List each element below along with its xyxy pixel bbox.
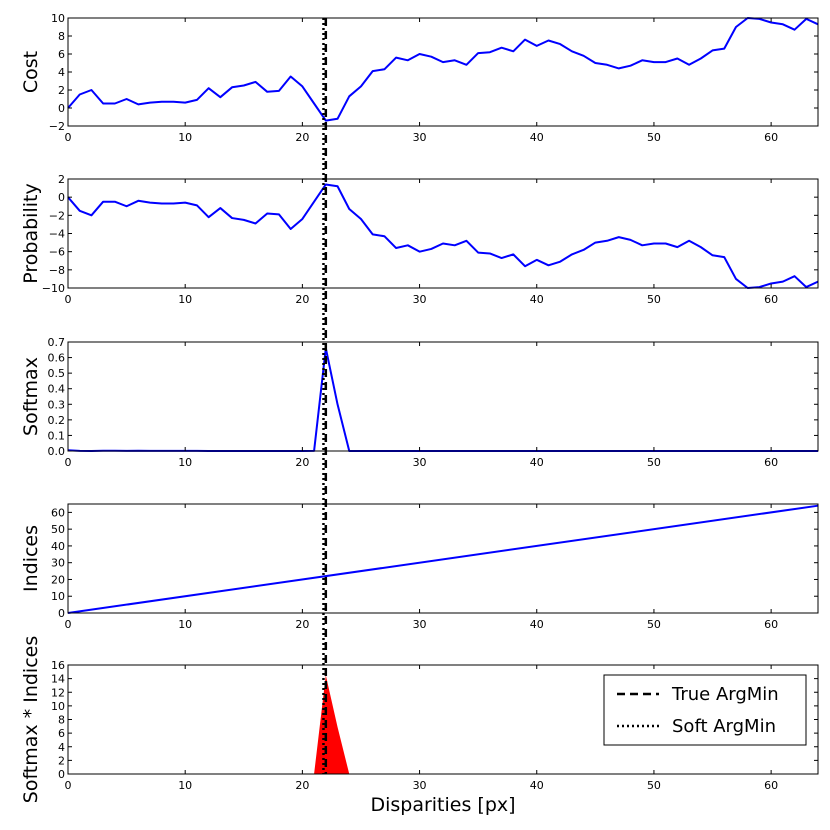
y-axis-label: Probability bbox=[20, 183, 42, 283]
x-tick-label: 0 bbox=[65, 779, 72, 792]
subplot-3: 0 10 20 30 40 50 60 0.0 0.1 0.2 0.3 0.4 0.5 0.6 0.7 Sof… bbox=[20, 336, 819, 469]
y-tick-label: −4 bbox=[49, 228, 65, 241]
legend-box bbox=[603, 674, 807, 746]
x-tick-label: 0 bbox=[65, 456, 72, 469]
x-tick-label: 40 bbox=[530, 779, 544, 792]
x-tick-label: 50 bbox=[647, 618, 661, 631]
y-tick-label: −2 bbox=[49, 120, 65, 133]
y-tick-label: −8 bbox=[49, 264, 65, 277]
x-tick-label: 40 bbox=[530, 293, 544, 306]
x-tick-label: 10 bbox=[178, 293, 192, 306]
y-tick-label: 6 bbox=[58, 727, 65, 740]
y-tick-label: 16 bbox=[51, 659, 65, 672]
y-tick-label: 60 bbox=[51, 506, 65, 519]
y-tick-label: 4 bbox=[58, 66, 65, 79]
x-tick-label: 40 bbox=[530, 131, 544, 144]
legend-entry-label: Soft ArgMin bbox=[672, 716, 776, 737]
x-tick-label: 40 bbox=[530, 456, 544, 469]
y-tick-label: 0 bbox=[58, 191, 65, 204]
y-axis-label: Softmax bbox=[20, 357, 42, 436]
y-tick-label: 8 bbox=[58, 714, 65, 727]
y-axis-label: Softmax * Indices bbox=[20, 636, 42, 803]
y-tick-label: 10 bbox=[51, 700, 65, 713]
line-series bbox=[67, 183, 819, 289]
x-tick-label: 30 bbox=[413, 456, 427, 469]
line-series bbox=[67, 17, 819, 122]
y-tick-label: 0.2 bbox=[48, 414, 66, 427]
argmin-markers bbox=[322, 18, 328, 774]
x-tick-label: 50 bbox=[647, 131, 661, 144]
axes-frame bbox=[67, 341, 819, 452]
y-tick-label: 30 bbox=[51, 557, 65, 570]
y-tick-label: 0.4 bbox=[48, 383, 66, 396]
y-tick-label: 0.3 bbox=[48, 398, 66, 411]
x-tick-label: 20 bbox=[295, 618, 309, 631]
y-axis-label: Indices bbox=[20, 525, 42, 592]
x-tick-label: 60 bbox=[764, 293, 778, 306]
x-tick-label: 60 bbox=[764, 131, 778, 144]
axes-frame bbox=[67, 17, 819, 127]
x-tick-label: 50 bbox=[647, 293, 661, 306]
x-tick-label: 60 bbox=[764, 779, 778, 792]
axes-frame bbox=[67, 178, 819, 289]
x-tick-label: 10 bbox=[178, 456, 192, 469]
y-tick-label: −6 bbox=[49, 246, 65, 259]
x-tick-label: 0 bbox=[65, 618, 72, 631]
x-tick-label: 10 bbox=[178, 131, 192, 144]
y-tick-label: 20 bbox=[51, 573, 65, 586]
y-tick-label: 0.7 bbox=[48, 336, 66, 349]
y-tick-label: −10 bbox=[42, 282, 65, 295]
y-tick-label: 2 bbox=[58, 84, 65, 97]
y-tick-label: 0 bbox=[58, 768, 65, 781]
x-tick-label: 60 bbox=[764, 618, 778, 631]
y-tick-label: 10 bbox=[51, 12, 65, 25]
y-tick-label: 10 bbox=[51, 590, 65, 603]
y-tick-label: 14 bbox=[51, 673, 65, 686]
legend: True ArgMin Soft ArgMin bbox=[603, 674, 807, 746]
x-tick-label: 30 bbox=[413, 779, 427, 792]
axes-frame bbox=[67, 503, 819, 614]
y-tick-label: 2 bbox=[58, 173, 65, 186]
x-tick-label: 20 bbox=[295, 456, 309, 469]
x-tick-label: 10 bbox=[178, 779, 192, 792]
legend-entry-label: True ArgMin bbox=[671, 684, 779, 705]
y-tick-label: 4 bbox=[58, 741, 65, 754]
y-tick-label: 0.5 bbox=[48, 367, 66, 380]
y-tick-label: 0 bbox=[58, 102, 65, 115]
y-tick-label: 0.0 bbox=[48, 445, 66, 458]
x-tick-label: 50 bbox=[647, 779, 661, 792]
x-tick-label: 60 bbox=[764, 456, 778, 469]
y-tick-label: 50 bbox=[51, 523, 65, 536]
x-tick-label: 20 bbox=[295, 293, 309, 306]
y-tick-label: 12 bbox=[51, 686, 65, 699]
y-tick-label: 8 bbox=[58, 30, 65, 43]
x-axis-label: Disparities [px] bbox=[370, 794, 515, 816]
x-tick-label: 30 bbox=[413, 618, 427, 631]
x-tick-label: 0 bbox=[65, 131, 72, 144]
x-tick-label: 30 bbox=[413, 293, 427, 306]
y-tick-label: 0.6 bbox=[48, 352, 66, 365]
y-tick-label: −2 bbox=[49, 209, 65, 222]
y-axis-label: Cost bbox=[20, 51, 42, 93]
y-tick-label: 0.1 bbox=[48, 429, 66, 442]
subplot-4: 0 10 20 30 40 50 60 0 10 20 30 40 50 60 Indices bbox=[20, 503, 819, 631]
y-tick-label: 0 bbox=[58, 607, 65, 620]
line-series bbox=[67, 504, 819, 614]
x-tick-label: 30 bbox=[413, 131, 427, 144]
x-tick-label: 0 bbox=[65, 293, 72, 306]
y-tick-label: 40 bbox=[51, 540, 65, 553]
y-tick-label: 6 bbox=[58, 48, 65, 61]
y-tick-label: 2 bbox=[58, 754, 65, 767]
x-tick-label: 20 bbox=[295, 131, 309, 144]
subplot-2: 0 10 20 30 40 50 60 −10 −8 −6 −4 −2 0 2 Probability bbox=[20, 173, 819, 306]
line-series bbox=[67, 347, 818, 452]
x-tick-label: 50 bbox=[647, 456, 661, 469]
x-tick-label: 40 bbox=[530, 618, 544, 631]
x-tick-label: 10 bbox=[178, 618, 192, 631]
x-tick-label: 20 bbox=[295, 779, 309, 792]
